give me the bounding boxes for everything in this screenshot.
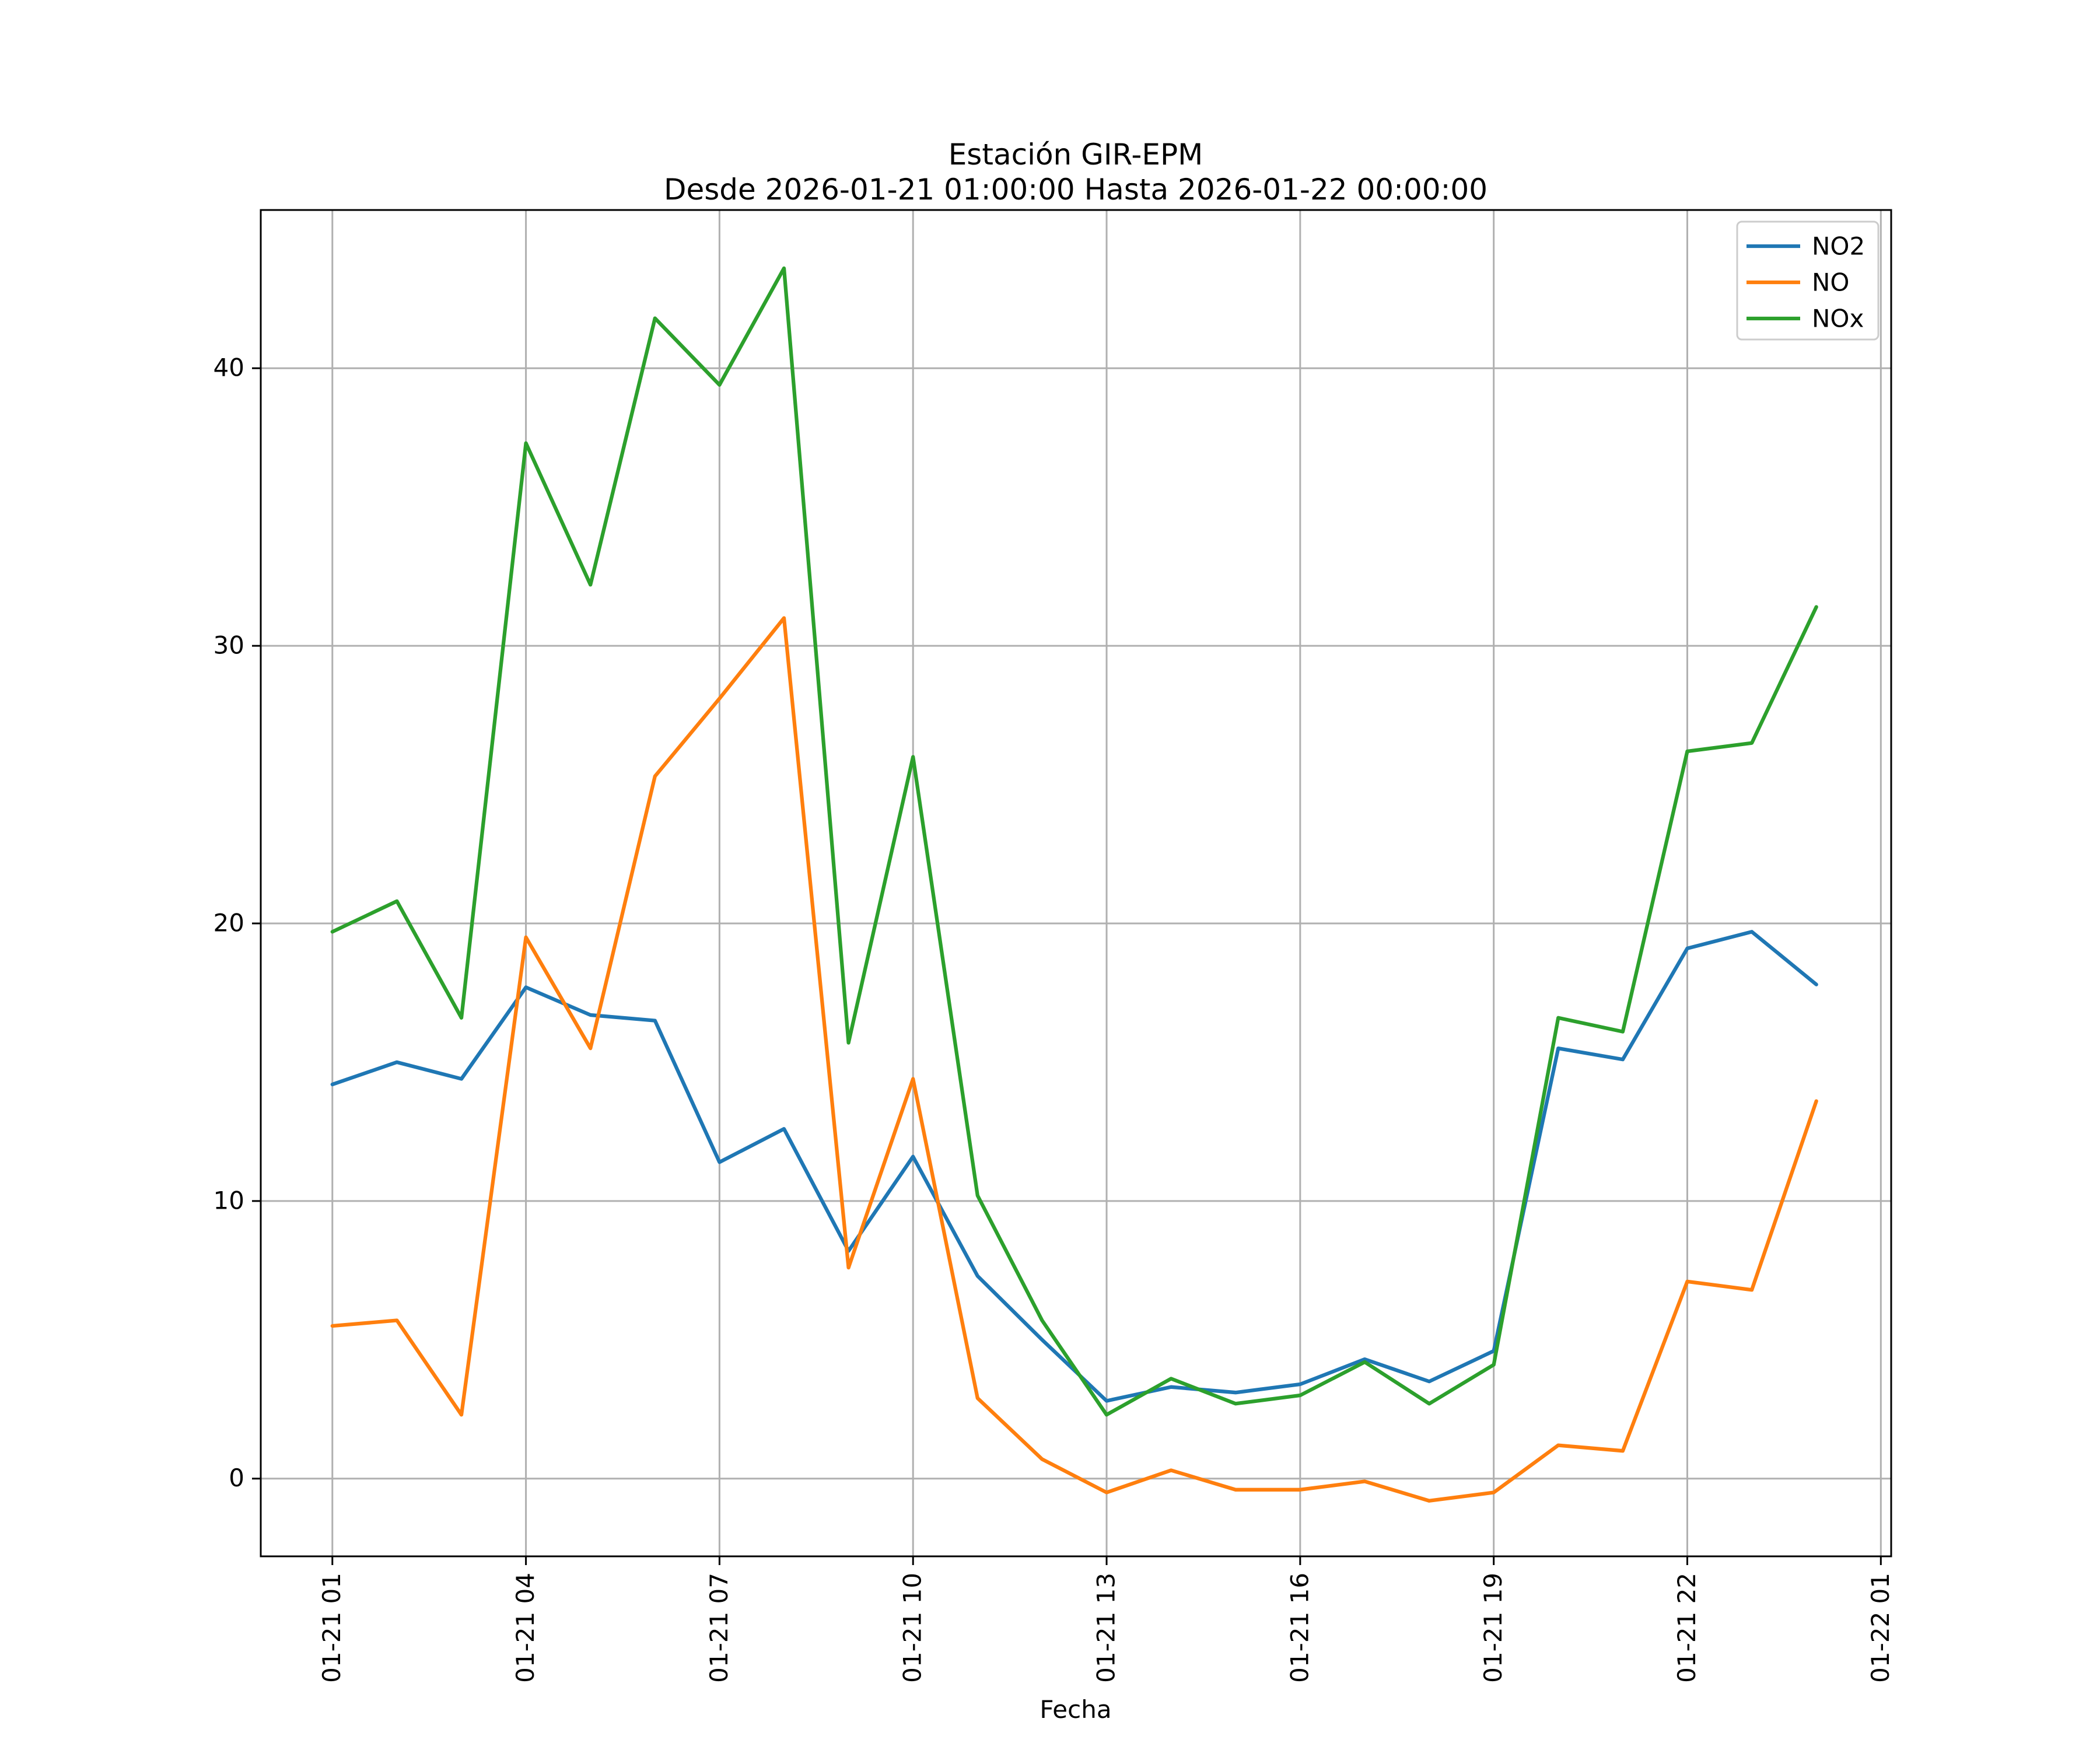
- y-tick-label: 20: [214, 908, 244, 937]
- x-tick-label: 01-21 04: [511, 1573, 540, 1683]
- y-tick-label: 30: [214, 631, 244, 660]
- legend-label: NO: [1812, 268, 1849, 296]
- x-axis-label: Fecha: [1040, 1695, 1111, 1724]
- legend-item-nox: NOx: [1746, 304, 1864, 332]
- legend-box: [1736, 220, 1880, 341]
- tick-layer: 01-21 01 01-21 04 01-21 07 01-21 10 01-21 13…: [214, 354, 1895, 1683]
- x-tick-label: 01-21 13: [1091, 1573, 1120, 1683]
- x-tick-label: 01-21 07: [705, 1573, 733, 1683]
- legend-item-no: NO: [1746, 268, 1849, 296]
- legend-item-no2: NO2: [1746, 232, 1865, 260]
- y-tick-label: 40: [214, 354, 244, 382]
- no-line: [330, 616, 1818, 1503]
- legend: NO2 NO NOx: [1736, 220, 1880, 341]
- x-tick-label: 01-22 01: [1866, 1573, 1895, 1683]
- x-tick-label: 01-21 22: [1672, 1573, 1701, 1683]
- chart-subtitle: Desde 2026-01-21 01:00:00 Hasta 2026-01-…: [664, 173, 1488, 206]
- chart-title: Estación GIR-EPM: [949, 138, 1203, 172]
- series-layer: [330, 266, 1818, 1503]
- legend-label: NO2: [1812, 232, 1865, 260]
- x-tick-label: 01-21 19: [1479, 1573, 1507, 1683]
- nox-line: [330, 266, 1818, 1417]
- grid-layer: [261, 210, 1891, 1556]
- plot-area-border: [260, 209, 1892, 1558]
- no2-line: [330, 930, 1818, 1403]
- x-tick-label: 01-21 16: [1285, 1573, 1314, 1683]
- legend-label: NOx: [1812, 304, 1864, 332]
- x-tick-label: 01-21 10: [898, 1573, 927, 1683]
- x-tick-label: 01-21 01: [317, 1573, 346, 1683]
- y-tick-label: 0: [229, 1464, 244, 1492]
- y-tick-label: 10: [214, 1186, 244, 1214]
